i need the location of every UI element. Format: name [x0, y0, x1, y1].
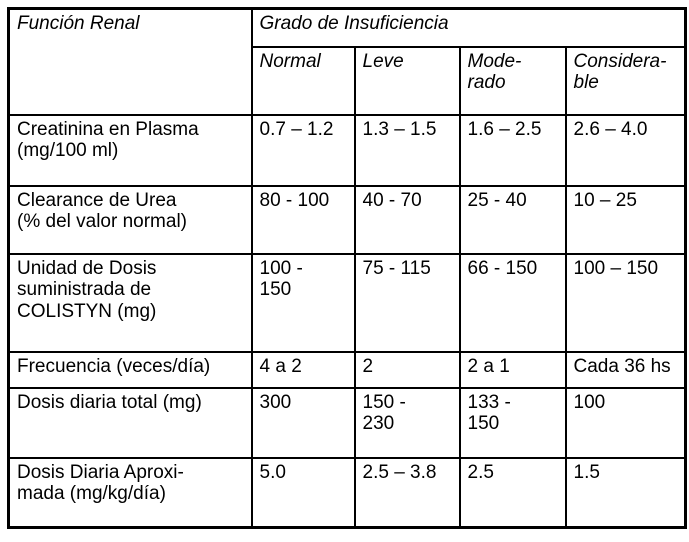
row-label: Dosis diaria total (mg) [7, 386, 253, 459]
header-row-levels: Normal Leve Mode- rado Considera- ble [9, 45, 687, 116]
value-cell: 100 – 150 [564, 252, 687, 353]
value-cell: 1.5 [564, 456, 687, 529]
value-cell: 0.7 – 1.2 [250, 113, 356, 187]
value-cell: 150 - 230 [353, 386, 461, 459]
header-grade-normal: Normal [250, 45, 356, 116]
value-cell: 25 - 40 [458, 184, 567, 255]
value-cell: 4 a 2 [250, 350, 356, 389]
row-label: Unidad de Dosis suministrada de COLISTYN… [7, 252, 253, 353]
table-row-frecuencia: Frecuencia (veces/día) 4 a 2 2 2 a 1 Cad… [7, 350, 687, 389]
row-label: Dosis Diaria Aproxi- mada (mg/kg/día) [7, 456, 253, 529]
row-label: Creatinina en Plasma (mg/100 ml) [7, 113, 253, 187]
value-cell: 2 a 1 [458, 350, 567, 389]
header-row-grade: Función Renal Grado de Insuficiencia [7, 7, 687, 116]
renal-function-dosing-table: Función Renal Grado de Insuficiencia Nor… [7, 7, 687, 529]
value-cell: 100 [564, 386, 687, 459]
table-row-clearance: Clearance de Urea (% del valor normal) 8… [7, 184, 687, 255]
row-label: Clearance de Urea (% del valor normal) [7, 184, 253, 255]
header-grade-considerable: Considera- ble [564, 45, 687, 116]
table-row-dosis-diaria-aproximada: Dosis Diaria Aproxi- mada (mg/kg/día) 5.… [7, 456, 687, 529]
header-funcion-renal: Función Renal [7, 7, 253, 116]
table-row-creatinina: Creatinina en Plasma (mg/100 ml) 0.7 – 1… [7, 113, 687, 187]
value-cell: 2.5 [458, 456, 567, 529]
value-cell: 1.6 – 2.5 [458, 113, 567, 187]
table-row-unidad-dosis: Unidad de Dosis suministrada de COLISTYN… [7, 252, 687, 353]
value-cell: 2.6 – 4.0 [564, 113, 687, 187]
value-cell: 80 - 100 [250, 184, 356, 255]
table-row-dosis-diaria-total: Dosis diaria total (mg) 300 150 - 230 13… [7, 386, 687, 459]
value-cell: Cada 36 hs [564, 350, 687, 389]
row-label: Frecuencia (veces/día) [7, 350, 253, 389]
header-grado-de-insuficiencia: Grado de Insuficiencia [250, 7, 687, 48]
header-grade-moderado: Mode- rado [458, 45, 567, 116]
value-cell: 2 [353, 350, 461, 389]
value-cell: 1.3 – 1.5 [353, 113, 461, 187]
value-cell: 75 - 115 [353, 252, 461, 353]
value-cell: 100 - 150 [250, 252, 356, 353]
value-cell: 133 - 150 [458, 386, 567, 459]
value-cell: 5.0 [250, 456, 356, 529]
header-grade-leve: Leve [353, 45, 461, 116]
value-cell: 10 – 25 [564, 184, 687, 255]
value-cell: 300 [250, 386, 356, 459]
value-cell: 40 - 70 [353, 184, 461, 255]
value-cell: 66 - 150 [458, 252, 567, 353]
value-cell: 2.5 – 3.8 [353, 456, 461, 529]
